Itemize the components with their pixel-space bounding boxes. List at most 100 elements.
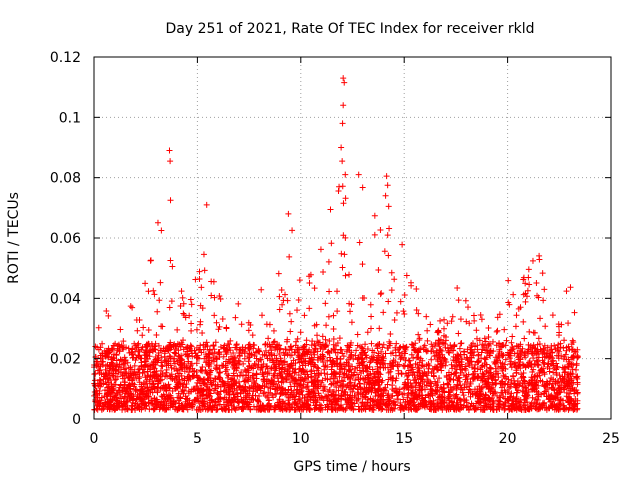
data-point: [369, 366, 376, 373]
data-point: [470, 312, 477, 319]
data-point: [268, 392, 275, 399]
data-point: [353, 347, 360, 354]
data-point: [549, 381, 556, 388]
data-point: [117, 356, 124, 363]
data-point: [517, 403, 524, 410]
data-point: [102, 363, 109, 370]
data-point: [142, 352, 149, 359]
data-point: [567, 284, 574, 291]
data-point: [408, 389, 415, 396]
data-point: [434, 358, 441, 365]
data-point: [93, 387, 100, 394]
data-point: [113, 352, 120, 359]
data-point: [150, 287, 157, 294]
data-point: [228, 399, 235, 406]
y-axis-label: ROTI / TECUs: [6, 192, 22, 284]
data-point: [545, 405, 552, 412]
data-point: [150, 380, 157, 387]
scatter-points: [91, 75, 581, 413]
data-point: [552, 393, 559, 400]
data-point: [210, 342, 217, 349]
data-point: [543, 350, 550, 357]
data-point: [531, 350, 538, 357]
data-point: [535, 362, 542, 369]
data-point: [105, 312, 112, 319]
data-point: [457, 405, 464, 412]
data-point: [158, 362, 165, 369]
data-point: [340, 102, 347, 109]
data-point: [561, 386, 568, 393]
data-point: [225, 356, 232, 363]
data-point: [570, 398, 577, 405]
data-point: [371, 212, 378, 219]
data-point: [123, 344, 130, 351]
data-point: [294, 380, 301, 387]
data-point: [334, 363, 341, 370]
data-point: [278, 287, 285, 294]
data-point: [112, 340, 119, 347]
data-point: [376, 370, 383, 377]
data-point: [384, 381, 391, 388]
data-point: [400, 308, 407, 315]
data-point: [438, 348, 445, 355]
data-point: [374, 377, 381, 384]
data-point: [227, 337, 234, 344]
data-point: [245, 345, 252, 352]
data-point: [337, 369, 344, 376]
data-point: [571, 309, 578, 316]
data-point: [375, 350, 382, 357]
data-point: [339, 183, 346, 190]
data-point: [423, 348, 430, 355]
data-point: [469, 371, 476, 378]
data-point: [564, 372, 571, 379]
data-point: [449, 402, 456, 409]
data-point: [273, 343, 280, 350]
data-point: [279, 403, 286, 410]
data-point: [533, 400, 540, 407]
x-tick-label: 20: [499, 431, 517, 447]
data-point: [425, 399, 432, 406]
data-point: [104, 348, 111, 355]
data-point: [399, 241, 406, 248]
data-point: [396, 389, 403, 396]
data-point: [97, 383, 104, 390]
data-point: [282, 350, 289, 357]
data-point: [369, 347, 376, 354]
data-point: [158, 227, 165, 234]
data-point: [200, 398, 207, 405]
data-point: [259, 371, 266, 378]
data-point: [213, 406, 220, 413]
data-point: [158, 354, 165, 361]
data-point: [361, 385, 368, 392]
data-point: [410, 368, 417, 375]
data-point: [105, 379, 112, 386]
data-point: [530, 342, 537, 349]
data-point: [351, 400, 358, 407]
data-point: [259, 351, 266, 358]
data-point: [203, 339, 210, 346]
data-point: [276, 365, 283, 372]
data-point: [264, 363, 271, 370]
data-point: [175, 390, 182, 397]
data-point: [320, 353, 327, 360]
data-point: [174, 326, 181, 333]
data-point: [339, 264, 346, 271]
data-point: [267, 343, 274, 350]
data-point: [479, 341, 486, 348]
data-point: [151, 385, 158, 392]
y-axis: 0 0.02 0.04 0.06 0.08 0.1 0.12: [50, 50, 611, 428]
data-point: [435, 329, 442, 336]
data-point: [181, 362, 188, 369]
data-point: [418, 386, 425, 393]
data-point: [310, 394, 317, 401]
data-point: [315, 371, 322, 378]
data-point: [244, 398, 251, 405]
data-point: [165, 347, 172, 354]
data-point: [468, 342, 475, 349]
data-point: [306, 346, 313, 353]
data-point: [166, 384, 173, 391]
data-point: [405, 367, 412, 374]
data-point: [400, 343, 407, 350]
data-point: [438, 404, 445, 411]
data-point: [569, 384, 576, 391]
